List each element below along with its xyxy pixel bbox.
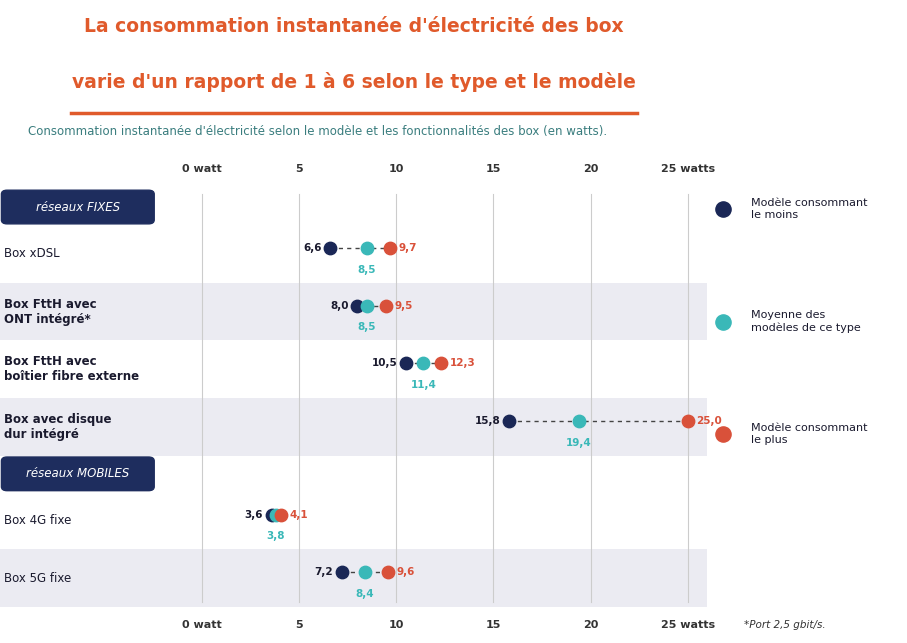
Text: réseaux FIXES: réseaux FIXES — [35, 201, 120, 213]
Text: 0 watt: 0 watt — [181, 620, 221, 630]
Bar — [198, 398, 711, 456]
Point — [502, 416, 516, 426]
FancyBboxPatch shape — [2, 190, 154, 224]
Bar — [0, 398, 205, 456]
Point — [379, 300, 394, 311]
Text: 8,5: 8,5 — [357, 265, 376, 275]
Text: 25,0: 25,0 — [697, 416, 722, 426]
Point — [323, 242, 337, 253]
Text: 12,3: 12,3 — [449, 358, 475, 368]
Text: 9,5: 9,5 — [395, 301, 414, 311]
Text: Box xDSL: Box xDSL — [4, 248, 59, 260]
Text: 9,6: 9,6 — [397, 567, 415, 577]
Text: 3,6: 3,6 — [245, 510, 263, 520]
Text: réseaux MOBILES: réseaux MOBILES — [26, 467, 130, 480]
Text: 15,8: 15,8 — [474, 416, 501, 426]
Text: 10: 10 — [388, 620, 404, 630]
Point — [717, 316, 731, 327]
Text: 20: 20 — [583, 163, 599, 174]
Point — [681, 416, 696, 426]
Text: Moyenne des
modèles de ce type: Moyenne des modèles de ce type — [751, 311, 861, 332]
Point — [717, 204, 731, 214]
Point — [434, 358, 448, 368]
FancyBboxPatch shape — [2, 457, 154, 491]
Bar — [198, 283, 711, 340]
Text: 25 watts: 25 watts — [661, 163, 715, 174]
Text: *Port 2,5 gbit/s.: *Port 2,5 gbit/s. — [744, 620, 825, 630]
Text: 6,6: 6,6 — [303, 243, 322, 253]
Text: 8,5: 8,5 — [357, 322, 376, 332]
Text: Box 5G fixe: Box 5G fixe — [4, 572, 71, 585]
Text: 5: 5 — [295, 620, 303, 630]
Text: 9,7: 9,7 — [399, 243, 417, 253]
Point — [360, 300, 375, 311]
Text: 10,5: 10,5 — [372, 358, 397, 368]
Text: Box 4G fixe: Box 4G fixe — [4, 514, 71, 527]
Point — [381, 567, 395, 577]
Text: 4,1: 4,1 — [290, 510, 308, 520]
Point — [383, 242, 397, 253]
Text: 20: 20 — [583, 620, 599, 630]
Bar — [198, 550, 711, 607]
Text: Box FttH avec
ONT intégré*: Box FttH avec ONT intégré* — [4, 298, 96, 325]
Point — [571, 416, 586, 426]
Point — [268, 509, 283, 520]
Text: Modèle consommant
le moins: Modèle consommant le moins — [751, 198, 868, 220]
Point — [350, 300, 365, 311]
Text: 8,4: 8,4 — [356, 589, 375, 599]
Text: Consommation instantanée d'électricité selon le modèle et les fonctionnalités de: Consommation instantanée d'électricité s… — [28, 125, 608, 138]
Text: 11,4: 11,4 — [411, 380, 436, 390]
Text: 0 watt: 0 watt — [181, 163, 221, 174]
Text: 25 watts: 25 watts — [661, 620, 715, 630]
Text: 15: 15 — [486, 163, 502, 174]
Point — [274, 509, 288, 520]
Bar — [0, 283, 205, 340]
Text: varie d'un rapport de 1 à 6 selon le type et le modèle: varie d'un rapport de 1 à 6 selon le typ… — [72, 72, 636, 92]
Point — [265, 509, 279, 520]
Point — [335, 567, 349, 577]
Bar — [0, 550, 205, 607]
Text: 19,4: 19,4 — [566, 438, 592, 448]
Text: 5: 5 — [295, 163, 303, 174]
Text: 8,0: 8,0 — [330, 301, 349, 311]
Text: 7,2: 7,2 — [315, 567, 333, 577]
Text: Box avec disque
dur intégré: Box avec disque dur intégré — [4, 413, 111, 441]
Point — [357, 567, 372, 577]
Text: Box FttH avec
boîtier fibre externe: Box FttH avec boîtier fibre externe — [4, 356, 139, 383]
Text: La consommation instantanée d'électricité des box: La consommation instantanée d'électricit… — [84, 17, 623, 37]
Point — [360, 242, 375, 253]
Text: 10: 10 — [388, 163, 404, 174]
Text: 15: 15 — [486, 620, 502, 630]
Text: 3,8: 3,8 — [267, 532, 285, 541]
Point — [416, 358, 431, 368]
Point — [399, 358, 414, 368]
Text: Modèle consommant
le plus: Modèle consommant le plus — [751, 423, 868, 445]
Point — [717, 429, 731, 439]
